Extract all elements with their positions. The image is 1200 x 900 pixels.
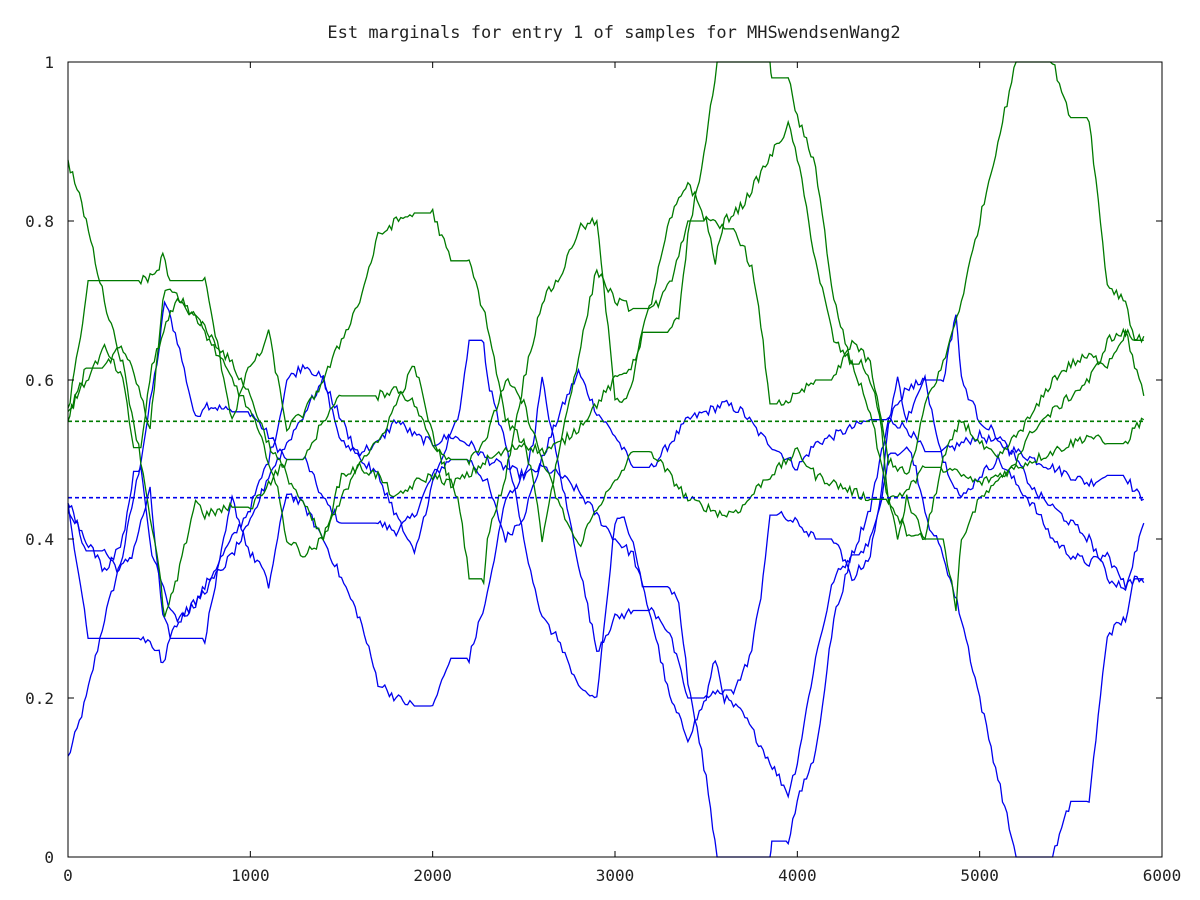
series-line-8-state1: [67, 61, 1144, 612]
y-tick-label: 0.6: [25, 371, 54, 390]
y-tick-label: 0.4: [25, 530, 54, 549]
tick-layer: 0 1000 2000 3000 4000 5000 6000 0 0.2 0.4 0.6 0.8 1: [25, 53, 1181, 885]
series-line-3-state0: [67, 376, 1145, 858]
y-tick-label: 0.8: [25, 212, 54, 231]
series-line-5-state1: [67, 159, 1145, 618]
series-line-7-state1: [67, 61, 1145, 543]
x-tick-label: 3000: [596, 866, 635, 885]
x-tick-label: 5000: [960, 866, 999, 885]
chart-title: Est marginals for entry 1 of samples for…: [327, 23, 900, 43]
series-line-1-state0: [67, 300, 1145, 757]
x-tick-label: 2000: [413, 866, 452, 885]
y-tick-label: 0.2: [25, 689, 54, 708]
series-layer: [67, 61, 1145, 858]
y-tick-label: 1: [44, 53, 54, 72]
x-tick-label: 1000: [231, 866, 270, 885]
y-tick-label: 0: [44, 848, 54, 867]
x-tick-label: 4000: [778, 866, 817, 885]
series-line-4-state0: [67, 314, 1144, 858]
series-line-2-state0: [67, 363, 1145, 799]
plot-frame: [67, 61, 1163, 858]
x-tick-label: 0: [63, 866, 73, 885]
x-tick-label: 6000: [1143, 866, 1182, 885]
series-line-6-state1: [67, 119, 1145, 558]
